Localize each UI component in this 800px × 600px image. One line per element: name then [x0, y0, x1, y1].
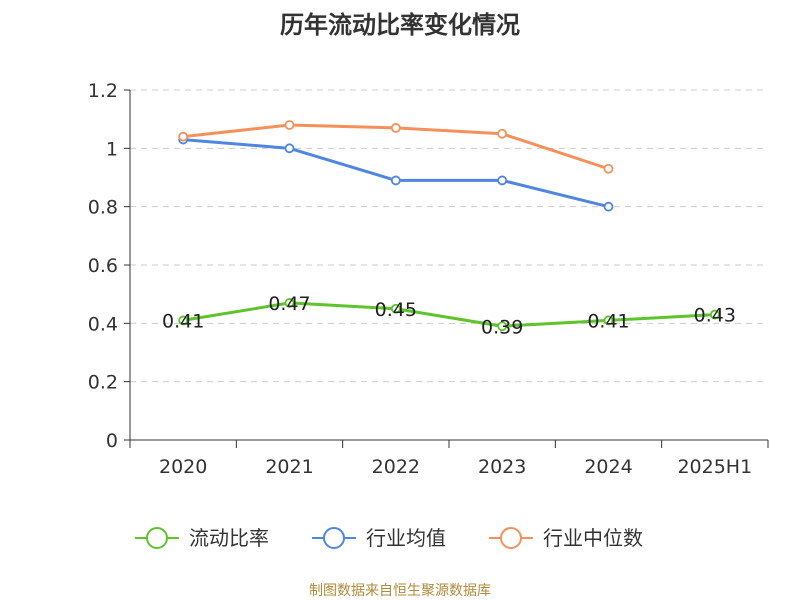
- y-tick-label: 0: [106, 430, 118, 452]
- x-tick-label: 2025H1: [677, 456, 752, 478]
- legend-label: 行业中位数: [543, 526, 643, 550]
- data-point: [603, 163, 614, 174]
- data-point: [284, 120, 295, 130]
- x-tick-label: 2024: [584, 456, 632, 478]
- data-point: [603, 201, 614, 212]
- data-label: 0.39: [481, 316, 523, 338]
- legend-marker: [500, 527, 522, 549]
- y-tick-label: 0.6: [88, 255, 118, 277]
- x-tick-label: 2023: [478, 456, 526, 478]
- data-point: [284, 143, 295, 154]
- y-tick-label: 1: [106, 138, 118, 160]
- legend-label: 流动比率: [189, 526, 269, 550]
- axes: 0 0.2 0.4 0.6 0.8 1 1.2 2020 2021 2022 2023 2024 202…: [88, 80, 769, 478]
- data-point: [390, 303, 401, 314]
- legend: 流动比率 行业均值 行业中位数: [135, 526, 643, 550]
- data-label: 0.45: [375, 299, 417, 321]
- data-label: 0.47: [268, 293, 310, 315]
- legend-marker: [323, 527, 345, 549]
- grid-lines: [130, 89, 768, 383]
- series-layer: [178, 120, 720, 332]
- chart-title: 历年流动比率变化情况: [280, 11, 520, 39]
- x-tick-label: 2022: [372, 456, 420, 478]
- data-point: [709, 309, 720, 320]
- source-note: 制图数据来自恒生聚源数据库: [309, 583, 491, 599]
- legend-label: 行业均值: [366, 526, 446, 550]
- y-tick-label: 0.2: [88, 372, 118, 394]
- data-label: 0.43: [694, 305, 736, 327]
- data-point: [497, 128, 508, 139]
- series-line: [182, 301, 715, 328]
- data-point: [497, 175, 508, 186]
- legend-marker: [146, 527, 168, 549]
- x-tick-label: 2020: [159, 456, 207, 478]
- data-labels: 0.41 0.47 0.45 0.39 0.41 0.43: [162, 293, 736, 338]
- data-label: 0.41: [587, 310, 629, 332]
- data-point: [390, 175, 401, 186]
- y-tick-label: 0.8: [88, 197, 118, 219]
- y-tick-label: 1.2: [88, 80, 118, 102]
- data-label: 0.41: [162, 310, 204, 332]
- data-point: [178, 315, 189, 326]
- data-point: [390, 123, 401, 133]
- y-tick-label: 0.4: [88, 313, 118, 335]
- data-point: [178, 131, 189, 142]
- data-point: [497, 321, 508, 332]
- x-tick-label: 2021: [265, 456, 313, 478]
- data-point: [603, 315, 614, 326]
- data-point: [284, 298, 295, 308]
- series-line: [183, 138, 609, 209]
